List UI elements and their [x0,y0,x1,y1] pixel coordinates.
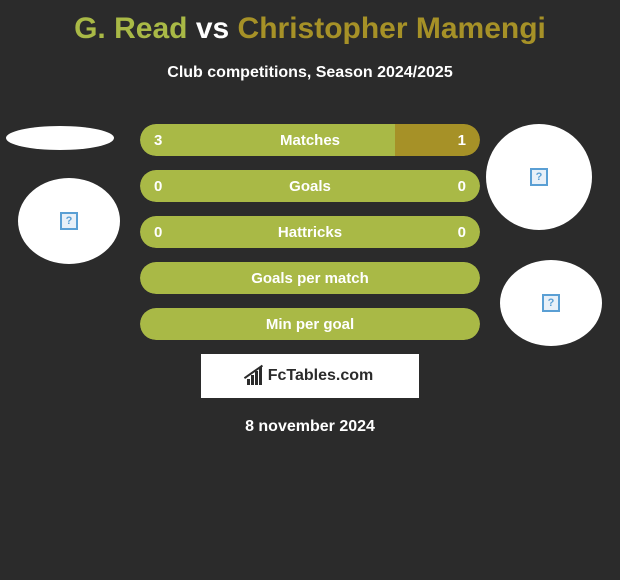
subtitle: Club competitions, Season 2024/2025 [0,64,620,82]
attribution-text: FcTables.com [247,367,374,385]
stat-row-goals-per-match: Goals per match [140,262,480,294]
placeholder-icon: ? [542,294,560,312]
vs-text: vs [196,12,229,45]
player2-avatar-circle-bottom: ? [500,260,602,346]
stat-row-min-per-goal: Min per goal [140,308,480,340]
decorative-ellipse [6,126,114,150]
date-text: 8 november 2024 [0,418,620,436]
placeholder-icon: ? [530,168,548,186]
stat-row-goals: 0 Goals 0 [140,170,480,202]
player1-name: G. Read [74,12,187,45]
player1-avatar-circle: ? [18,178,120,264]
stat-value-right: 0 [458,178,466,195]
chart-bars-icon [247,367,262,385]
stat-value-right: 0 [458,224,466,241]
stat-label: Goals per match [140,270,480,287]
stat-row-matches: 3 Matches 1 [140,124,480,156]
stat-label: Matches [140,132,480,149]
attribution-label: FcTables.com [268,367,374,385]
placeholder-icon: ? [60,212,78,230]
stat-label: Hattricks [140,224,480,241]
attribution-box: FcTables.com [201,354,419,398]
player2-name: Christopher Mamengi [238,12,546,45]
page-title: G. Read vs Christopher Mamengi [0,0,620,46]
stat-value-right: 1 [458,132,466,149]
stat-row-hattricks: 0 Hattricks 0 [140,216,480,248]
stat-label: Min per goal [140,316,480,333]
stat-label: Goals [140,178,480,195]
player2-avatar-circle-top: ? [486,124,592,230]
